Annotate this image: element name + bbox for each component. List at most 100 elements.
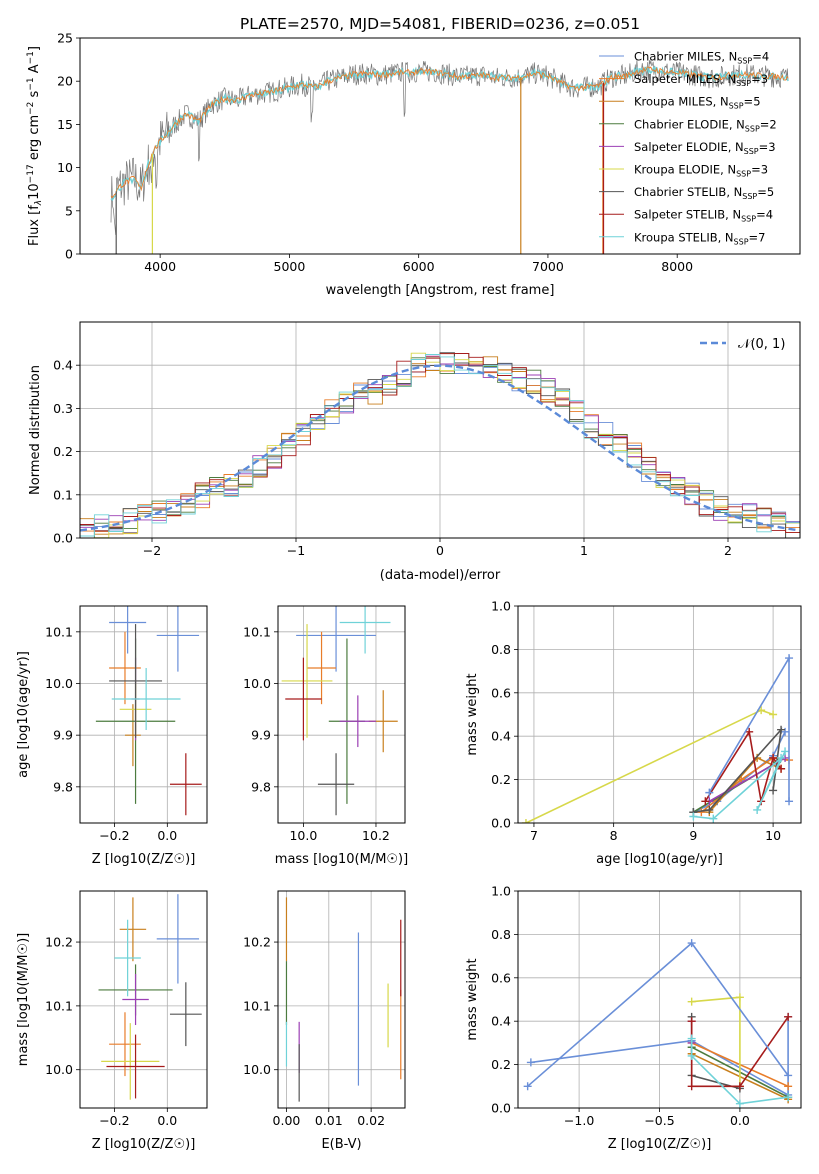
age-vs-metallicity-panel: −0.2 0.0 9.8 9.9 10.0 10.1 Z [log10(Z/Z☉)] age … [16, 605, 208, 867]
y-tick-label: 25 [57, 31, 73, 46]
x-tick-label: 10.2 [362, 828, 390, 843]
y-tick-label: 0.6 [491, 970, 511, 985]
y-tick-label: 0.4 [491, 1014, 511, 1029]
y-tick-label: 9.9 [251, 728, 271, 743]
y-tick-label: 0.2 [491, 1057, 511, 1072]
legend-nssp-value: 5 [767, 185, 774, 199]
weight-marker [777, 753, 786, 762]
x-tick-label: 0.0 [157, 828, 177, 843]
weight-marker [521, 819, 530, 823]
x-axis-label: mass [log10(M/M☉)] [275, 852, 408, 867]
weight-marker [687, 939, 696, 948]
weight-marker [777, 725, 786, 734]
y-tick-label: 9.9 [53, 728, 73, 743]
legend-nssp-value: 4 [766, 208, 773, 222]
mass-vs-metallicity-panel: −0.2 0.0 10.0 10.1 10.2 Z [log10(Z/Z☉)] mass [… [16, 890, 208, 1152]
mass-vs-ebv-panel: 0.00 0.01 0.02 10.0 10.1 10.2 E(B-V) [243, 890, 406, 1152]
histogram-steps [80, 352, 800, 538]
weight-marker [784, 1071, 793, 1080]
weight-marker [785, 654, 794, 663]
spectrum-lines [110, 60, 789, 254]
weight-marker [523, 1082, 532, 1091]
legend-series-name: Chabrier STELIB [634, 185, 726, 199]
x-tick-label: 0.01 [315, 1113, 343, 1128]
mass-weight-vs-age-panel: 7 8 9 10 0.0 0.2 0.4 0.6 0.8 1.0 age [log10(age/yr… [465, 599, 802, 867]
y-tick-label: 0.0 [491, 816, 511, 831]
weight-series-line [690, 1016, 741, 1090]
legend-nssp-value: 3 [768, 140, 775, 154]
y-tick-label: 10 [57, 160, 73, 175]
legend-entry: Salpeter MILES, NSSP=3 [634, 72, 768, 88]
weight-marker [687, 1051, 696, 1060]
x-tick-label: 0.02 [357, 1113, 385, 1128]
x-tick-label: 10.0 [289, 828, 317, 843]
legend-series-name: Salpeter STELIB [634, 208, 725, 222]
weight-marker [769, 710, 778, 719]
x-tick-label: 7000 [532, 259, 564, 274]
legend-series-name: Chabrier ELODIE [634, 117, 729, 131]
x-tick-label: −0.2 [99, 1113, 129, 1128]
y-tick-label: 10.2 [45, 935, 73, 950]
x-tick-label: 7 [530, 828, 538, 843]
legend-series-name: Salpeter MILES [634, 72, 720, 86]
legend-series-name: Kroupa ELODIE [634, 163, 720, 177]
y-axis-label: age [log10(age/yr)] [16, 651, 31, 778]
weight-marker [785, 797, 794, 806]
weight-marker [735, 1099, 744, 1108]
weight-marker [769, 786, 778, 795]
legend-entry: Chabrier STELIB, NSSP=5 [634, 185, 774, 201]
x-tick-label: 5000 [274, 259, 306, 274]
x-tick-label: 0.00 [273, 1113, 301, 1128]
y-tick-label: 0.2 [53, 444, 73, 459]
y-tick-label: 0.8 [491, 927, 511, 942]
y-tick-label: 0.6 [491, 685, 511, 700]
weight-series-line [693, 727, 783, 813]
x-axis-label: wavelength [Angstrom, rest frame] [326, 283, 555, 298]
x-tick-label: 0 [436, 543, 444, 558]
legend-series-name: Kroupa MILES [634, 95, 713, 109]
plot-frame [517, 890, 802, 1109]
y-tick-label: 10.1 [243, 624, 271, 639]
y-tick-label: 0.0 [53, 531, 73, 546]
x-tick-label: −0.2 [99, 828, 129, 843]
plot-frame [79, 321, 801, 539]
weight-marker [784, 1082, 793, 1091]
plot-frame [277, 605, 406, 824]
residual-histogram-panel: −2 −1 0 1 2 0.0 0.1 0.2 0.3 0.4 (data-model)/error… [28, 321, 801, 583]
y-tick-label: 10.0 [45, 676, 73, 691]
weight-marker [781, 747, 790, 756]
mass-weight-vs-metallicity-panel: −1.0 −0.5 0.0 0.0 0.2 0.4 0.6 0.8 1.0 Z [log10(Z/… [465, 884, 802, 1152]
legend-entry: Salpeter STELIB, NSSP=4 [634, 208, 773, 224]
weight-marker [777, 764, 786, 773]
y-tick-label: 9.8 [251, 779, 271, 794]
weight-marker [753, 805, 762, 814]
y-tick-label: 1.0 [491, 599, 511, 614]
y-tick-label: 10.0 [243, 676, 271, 691]
age-vs-mass-panel: 10.0 10.2 9.8 9.9 10.0 10.1 mass [log10(M/M☉)] [243, 605, 408, 867]
legend-nssp-value: 5 [753, 95, 760, 109]
weight-marker [745, 727, 754, 736]
y-tick-label: 9.8 [53, 779, 73, 794]
y-axis-label: Normed distribution [28, 365, 43, 495]
weight-marker [701, 797, 710, 806]
x-tick-label: −1 [287, 543, 305, 558]
y-tick-label: 10.2 [243, 935, 271, 950]
weight-marker [784, 1093, 793, 1102]
spectrum-model-line [110, 66, 789, 199]
x-tick-label: 2 [724, 543, 732, 558]
weight-marker [769, 753, 778, 762]
x-tick-label: −0.5 [644, 1113, 674, 1128]
weight-marker [705, 788, 714, 797]
y-tick-label: 0.2 [491, 772, 511, 787]
weight-marker [753, 753, 762, 762]
y-tick-label: 20 [57, 74, 73, 89]
y-tick-label: 1.0 [491, 884, 511, 899]
x-tick-label: 9 [689, 828, 697, 843]
plot-frame [277, 890, 406, 1109]
x-tick-label: 6000 [403, 259, 435, 274]
x-tick-label: 4000 [144, 259, 176, 274]
y-tick-label: 0.0 [491, 1101, 511, 1116]
y-axis-label: mass weight [465, 673, 480, 755]
